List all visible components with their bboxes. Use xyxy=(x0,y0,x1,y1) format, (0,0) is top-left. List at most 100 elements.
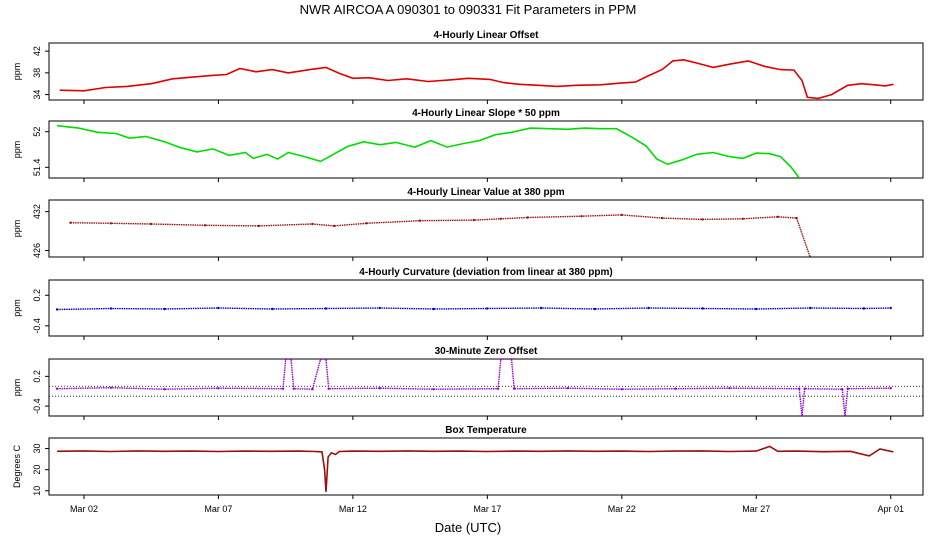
panels: 4-Hourly Linear Offsetppm3438424-Hourly … xyxy=(12,30,924,499)
data-point xyxy=(674,387,677,390)
panel-frame xyxy=(48,437,924,496)
data-point xyxy=(580,215,583,218)
data-point xyxy=(311,222,314,226)
panel-4: 4-Hourly Curvature (deviation from linea… xyxy=(12,267,924,340)
data-point xyxy=(55,387,59,390)
data-point xyxy=(889,387,892,390)
data-point xyxy=(499,217,502,220)
y-tick-label: 52 xyxy=(32,127,42,137)
y-tick-label: 42 xyxy=(32,46,42,56)
data-point xyxy=(803,387,806,390)
y-tick-label: 34 xyxy=(32,90,42,100)
y-tick-label: -0.4 xyxy=(32,398,42,414)
data-point xyxy=(755,307,758,311)
panel-3: 4-Hourly Linear Value at 380 ppm ppm 426 43… xyxy=(12,187,924,261)
data-point xyxy=(701,307,704,310)
data-point xyxy=(327,387,330,390)
data-point xyxy=(324,359,328,361)
data-point xyxy=(418,219,422,222)
data-point xyxy=(620,213,623,217)
y-tick-label: 10 xyxy=(32,486,42,496)
data-point xyxy=(841,388,844,391)
data-point xyxy=(378,387,381,390)
data-point xyxy=(163,388,166,391)
data-point xyxy=(728,387,731,390)
x-tick-label: Mar 07 xyxy=(204,504,232,514)
series-line xyxy=(57,445,894,492)
data-point xyxy=(660,216,664,220)
series-trace xyxy=(57,307,891,311)
data-point xyxy=(311,388,314,391)
y-tick-label: 51.4 xyxy=(32,159,42,177)
data-point xyxy=(620,388,623,391)
data-point xyxy=(566,387,570,390)
data-point xyxy=(798,387,801,390)
y-axis-label: ppm xyxy=(12,141,22,159)
data-point xyxy=(432,388,435,391)
y-tick-label: 0.2 xyxy=(32,289,42,302)
series-trace xyxy=(57,359,891,416)
series-line xyxy=(57,124,800,178)
data-point xyxy=(432,307,435,311)
data-point xyxy=(289,359,293,361)
data-point xyxy=(292,387,295,390)
panel-frame xyxy=(48,358,924,417)
x-tick-label: Mar 02 xyxy=(70,504,98,514)
data-point xyxy=(526,216,529,219)
data-point xyxy=(808,306,812,310)
y-tick-label: 30 xyxy=(32,444,42,454)
data-point xyxy=(150,222,153,226)
data-point xyxy=(846,387,849,390)
data-point xyxy=(365,222,368,225)
data-point xyxy=(217,306,220,310)
panel-title: 30-Minute Zero Offset xyxy=(435,346,538,357)
data-point xyxy=(741,217,744,220)
panel-title: 4-Hourly Linear Slope * 50 ppm xyxy=(412,108,560,119)
panel-title: 4-Hourly Curvature (deviation from linea… xyxy=(359,267,612,278)
panel-frame xyxy=(48,199,924,258)
y-tick-label: -0.4 xyxy=(32,318,42,334)
data-point xyxy=(776,215,779,218)
data-point xyxy=(378,306,381,310)
data-point xyxy=(163,307,166,311)
panel-2: 4-Hourly Linear Slope * 50 ppm ppm 51.4 52 xyxy=(12,108,924,182)
y-tick-label: 426 xyxy=(32,243,42,258)
data-point xyxy=(539,306,543,310)
data-point xyxy=(284,359,287,361)
data-point xyxy=(109,307,113,310)
panel-5: 30-Minute Zero Offset ppm -0.4 0.2 xyxy=(12,346,924,420)
y-axis-label: ppm xyxy=(12,299,22,317)
data-point xyxy=(647,306,650,310)
data-point xyxy=(109,222,113,225)
data-point xyxy=(499,359,502,361)
data-point xyxy=(203,224,207,227)
data-point xyxy=(593,307,597,311)
data-point xyxy=(513,387,516,390)
data-point xyxy=(701,218,704,221)
series-trace xyxy=(70,214,811,257)
data-point xyxy=(109,386,113,389)
panel-6: Box Temperature Degrees C 10 20 30 xyxy=(12,425,924,499)
data-point xyxy=(217,387,220,390)
data-point xyxy=(496,387,500,390)
y-tick-label: 0.2 xyxy=(32,370,42,383)
data-point xyxy=(800,414,804,416)
panel-1: 4-Hourly Linear Offset ppm 34 38 42 xyxy=(12,30,924,104)
y-axis-label: ppm xyxy=(12,379,22,397)
data-point xyxy=(332,224,336,228)
x-tick-label: Mar 12 xyxy=(339,504,367,514)
x-tick-label: Mar 17 xyxy=(473,504,501,514)
data-point xyxy=(862,307,865,310)
data-point xyxy=(69,221,72,224)
data-point xyxy=(324,307,328,310)
panel-title: 4-Hourly Linear Offset xyxy=(433,30,539,41)
series-line xyxy=(59,58,894,100)
data-point xyxy=(510,359,513,361)
data-point xyxy=(808,255,812,257)
data-point xyxy=(257,224,260,228)
data-point xyxy=(271,307,274,311)
x-axis: Mar 02 Mar 07 Mar 12 Mar 17 Mar 22 Mar 27 Apr … xyxy=(70,504,904,514)
y-axis-label: ppm xyxy=(12,63,22,81)
x-tick-label: Mar 27 xyxy=(742,504,770,514)
